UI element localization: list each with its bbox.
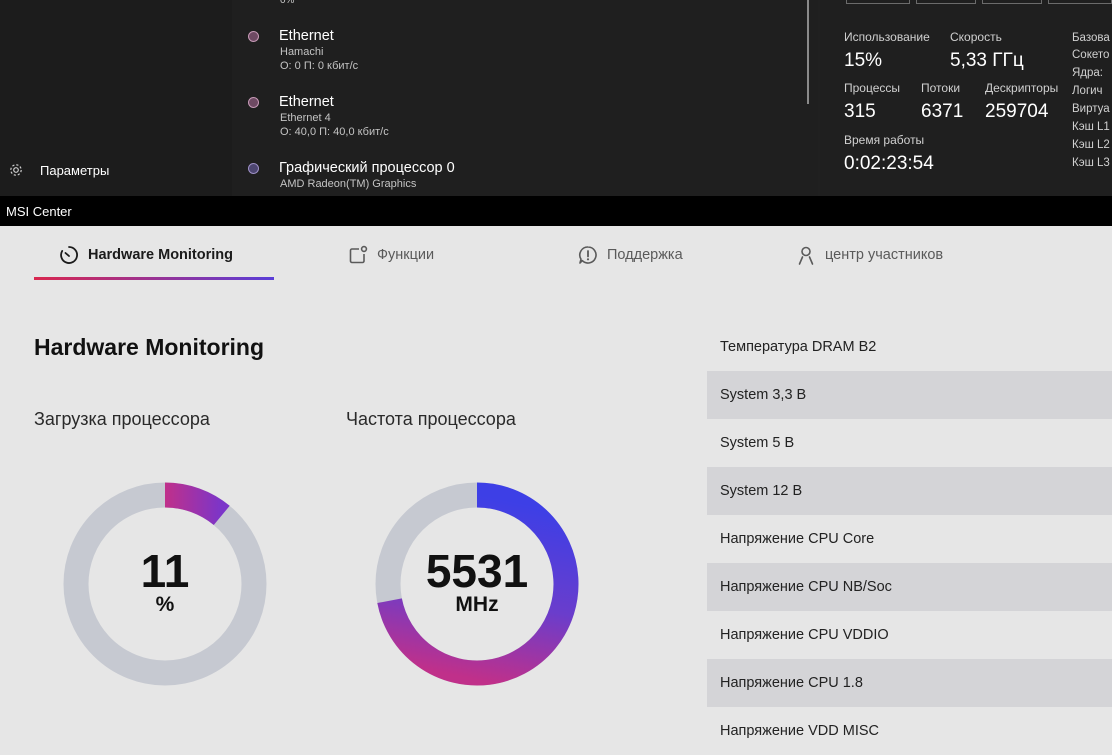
gear-icon xyxy=(10,164,22,176)
gauge-ring xyxy=(63,482,267,686)
status-dot-icon xyxy=(248,97,259,108)
spec-label: Кэш L2 xyxy=(1072,139,1110,151)
spec-label: Виртуа xyxy=(1072,103,1110,115)
spec-label: Кэш L1 xyxy=(1072,121,1110,133)
handles-label: Дескрипторы xyxy=(985,81,1059,95)
tab-hardware-monitoring[interactable]: Hardware Monitoring xyxy=(58,242,233,268)
sensor-list: Температура DRAM B2 System 3,3 В System … xyxy=(707,323,1112,755)
features-icon xyxy=(349,245,368,264)
threads-label: Потоки xyxy=(921,81,961,95)
resource-title: Ethernet xyxy=(279,28,334,44)
sensor-row[interactable]: Напряжение VDD MISC xyxy=(720,723,879,739)
cpu-frequency-title: Частота процессора xyxy=(346,409,516,429)
sensor-row[interactable]: Напряжение CPU 1.8 xyxy=(707,659,1112,707)
resource-subtitle: Ethernet 4 xyxy=(280,112,331,124)
tab-label: Поддержка xyxy=(607,247,683,263)
spec-label: Базова xyxy=(1072,32,1110,44)
window-title: MSI Center xyxy=(6,204,72,219)
uptime-value: 0:02:23:54 xyxy=(844,153,934,174)
speed-value: 5,33 ГГц xyxy=(950,50,1024,71)
support-icon xyxy=(579,246,597,264)
gauge-ring xyxy=(375,482,579,686)
processes-label: Процессы xyxy=(844,81,901,95)
cpu-frequency-unit: MHz xyxy=(455,593,499,616)
speed-label: Скорость xyxy=(950,30,1002,44)
active-tab-indicator xyxy=(34,277,274,280)
status-dot-icon xyxy=(248,163,259,174)
tab-member-center[interactable]: центр участников xyxy=(795,242,943,268)
uptime-label: Время работы xyxy=(844,133,925,147)
cpu-frequency-gauge: 5531 MHz xyxy=(375,482,579,686)
core-graph xyxy=(916,0,976,4)
resource-list: 0% Ethernet Hamachi О: 0 П: 0 кбит/с Eth… xyxy=(232,0,818,196)
resource-stat: О: 40,0 П: 40,0 кбит/с xyxy=(280,126,389,138)
resource-subtitle: Hamachi xyxy=(280,46,324,58)
gauge-fill-arc xyxy=(377,482,579,686)
window-title-bar[interactable]: MSI Center xyxy=(0,196,1112,226)
resource-subtitle: AMD Radeon(TM) Graphics xyxy=(280,178,417,190)
msi-center-window: Hardware Monitoring Функции Поддержка це… xyxy=(0,226,1112,739)
handles-value: 259704 xyxy=(985,101,1049,122)
user-icon xyxy=(798,246,814,265)
processes-value: 315 xyxy=(844,101,876,122)
tab-label: Функции xyxy=(377,247,435,263)
section-title: Hardware Monitoring xyxy=(34,334,265,360)
sensor-row[interactable]: System 12 В xyxy=(707,467,1112,515)
settings-nav-item[interactable]: Параметры xyxy=(8,162,109,178)
sensor-row[interactable]: System 5 В xyxy=(720,435,795,451)
sensor-row[interactable]: Напряжение CPU VDDIO xyxy=(720,627,889,643)
resource-title: Графический процессор 0 xyxy=(279,160,455,176)
tab-label: Hardware Monitoring xyxy=(88,247,234,263)
sensor-row[interactable]: System 3,3 В xyxy=(707,371,1112,419)
threads-value: 6371 xyxy=(921,101,964,122)
cpu-load-title: Загрузка процессора xyxy=(34,409,210,429)
resource-top-value: 0% xyxy=(280,0,295,6)
cpu-load-gauge: 11 % xyxy=(63,482,267,686)
core-graph xyxy=(982,0,1042,4)
gauge-icon xyxy=(60,246,78,264)
sensor-row[interactable]: Напряжение CPU NB/Soc xyxy=(707,563,1112,611)
resource-title: Ethernet xyxy=(279,94,334,110)
list-scrollbar[interactable] xyxy=(807,0,809,104)
spec-label: Ядра: xyxy=(1072,67,1104,79)
task-manager-window: Параметры 0% Ethernet Hamachi О: 0 П: 0 … xyxy=(0,0,1112,196)
sensor-row[interactable]: Напряжение CPU Core xyxy=(720,531,875,547)
task-manager-sidebar: Параметры xyxy=(0,0,232,196)
core-graph xyxy=(1048,0,1112,4)
resource-stat: О: 0 П: 0 кбит/с xyxy=(280,60,359,72)
spec-label: Логич xyxy=(1072,85,1103,97)
spec-label: Сокето xyxy=(1072,49,1110,61)
sensor-row[interactable]: Температура DRAM B2 xyxy=(720,339,877,355)
cpu-load-value: 11 xyxy=(140,545,190,597)
cpu-frequency-value: 5531 xyxy=(425,545,529,597)
spec-label: Кэш L3 xyxy=(1072,157,1110,169)
tab-label: центр участников xyxy=(825,247,944,263)
usage-value: 15% xyxy=(844,50,883,71)
tab-support[interactable]: Поддержка xyxy=(577,242,683,268)
cpu-detail-panel: Использование 15% Скорость 5,33 ГГц Проц… xyxy=(820,0,1112,196)
settings-label: Параметры xyxy=(40,162,110,178)
status-dot-icon xyxy=(248,31,259,42)
tab-functions[interactable]: Функции xyxy=(347,242,434,268)
gauge-fill-arc xyxy=(164,482,230,526)
cpu-load-unit: % xyxy=(155,593,175,616)
usage-label: Использование xyxy=(844,30,930,44)
core-graph xyxy=(846,0,910,4)
